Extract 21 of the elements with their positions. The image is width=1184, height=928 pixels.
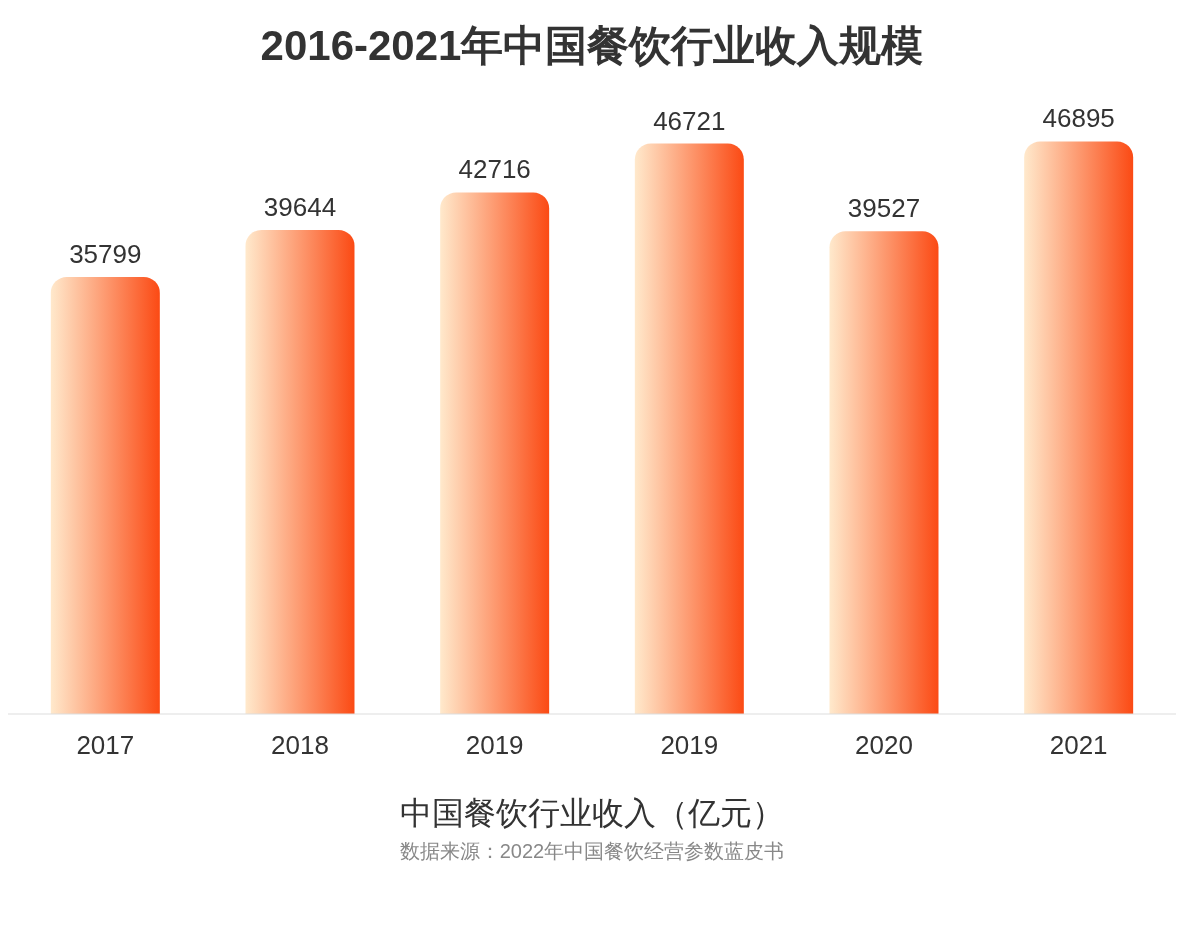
- bar: [829, 231, 939, 714]
- bar: [50, 276, 160, 714]
- x-axis-title: 中国餐饮行业收入（亿元）: [400, 795, 784, 831]
- x-tick-label: 2018: [271, 730, 329, 761]
- x-tick-label: 2019: [465, 730, 524, 761]
- data-label: 46895: [1042, 103, 1115, 134]
- data-label: 42716: [458, 154, 531, 185]
- data-label: 46721: [653, 105, 726, 136]
- bar: [440, 192, 550, 714]
- x-tick-label: 2020: [855, 730, 913, 761]
- x-tick-label: 2019: [660, 730, 719, 761]
- bar: [634, 143, 744, 714]
- x-tick-label: 2017: [76, 730, 135, 761]
- data-label: 39644: [263, 191, 337, 222]
- bar: [245, 229, 355, 714]
- x-tick-label: 2021: [1049, 730, 1108, 761]
- data-label: 35799: [69, 238, 142, 269]
- data-label: 39527: [847, 193, 921, 224]
- chart-title: 2016-2021年中国餐饮行业收入规模: [259, 21, 925, 71]
- source-note: 数据来源：2022年中国餐饮经营参数蓝皮书: [398, 839, 786, 864]
- bar: [1024, 141, 1134, 714]
